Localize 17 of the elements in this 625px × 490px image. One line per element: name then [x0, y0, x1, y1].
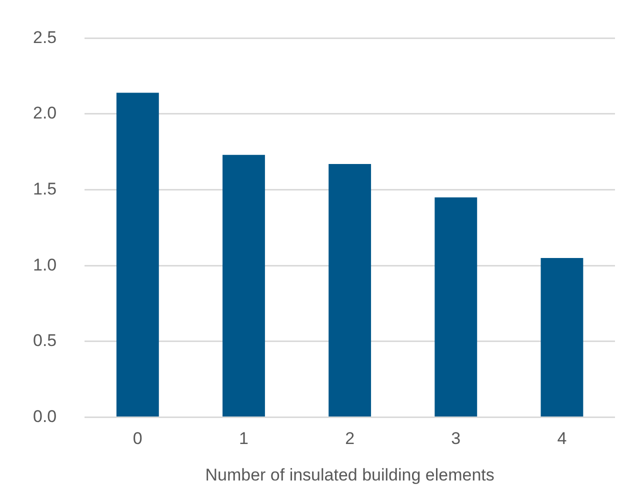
x-tick-label: 2	[345, 429, 355, 448]
y-tick-label: 1.5	[32, 179, 57, 198]
y-tick-label: 2.0	[32, 104, 57, 123]
x-tick-label: 1	[239, 429, 248, 448]
x-tick-label: 3	[451, 429, 461, 448]
bar	[328, 164, 372, 416]
y-tick-label: 0.0	[32, 406, 57, 426]
x-tick-label: 0	[132, 429, 142, 448]
y-tick-label: 1.0	[32, 255, 57, 274]
x-tick-label: 4	[557, 429, 567, 448]
bar	[540, 258, 584, 416]
bar	[222, 154, 265, 416]
x-axis-title: Number of insulated building elements	[205, 465, 494, 484]
y-tick-label: 0.5	[32, 331, 57, 350]
y-tick-label: 2.5	[32, 28, 57, 47]
bar	[116, 92, 159, 416]
bar	[434, 197, 478, 416]
